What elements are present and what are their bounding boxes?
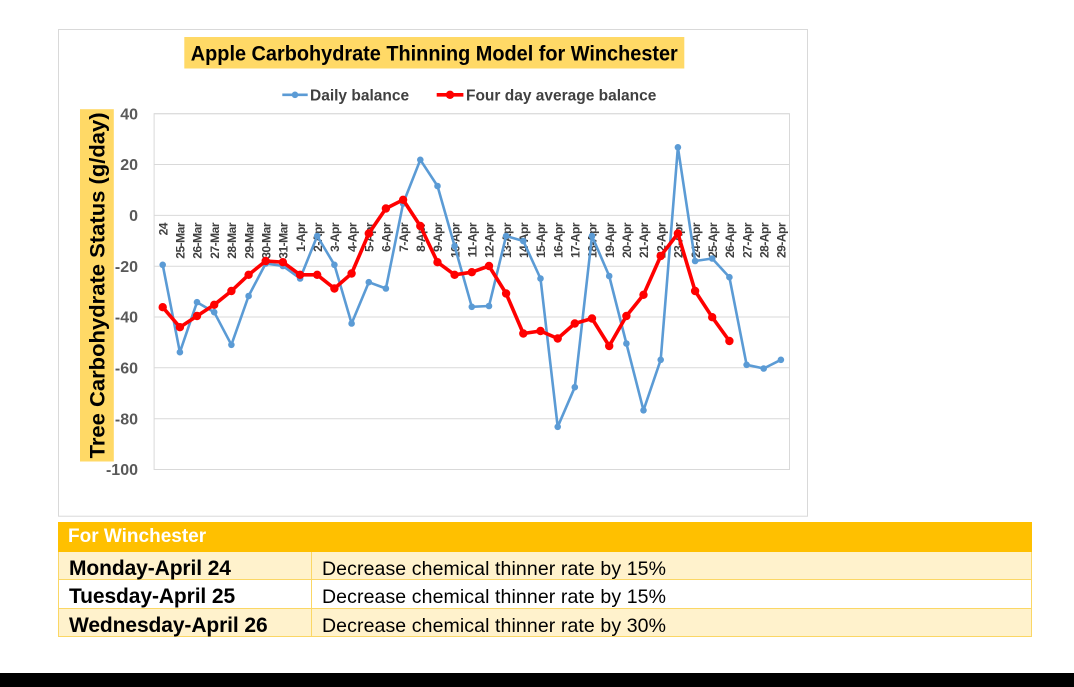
svg-text:Four day average balance: Four day average balance — [466, 87, 657, 104]
svg-text:11-Apr: 11-Apr — [466, 222, 480, 257]
svg-text:20: 20 — [120, 157, 138, 174]
svg-text:Apple Carbohydrate Thinning Mo: Apple Carbohydrate Thinning Model for Wi… — [191, 43, 678, 66]
svg-text:19-Apr: 19-Apr — [603, 222, 617, 258]
svg-text:-20: -20 — [115, 259, 138, 276]
svg-text:31-Mar: 31-Mar — [277, 222, 291, 259]
svg-text:16-Apr: 16-Apr — [551, 222, 565, 258]
svg-text:-40: -40 — [115, 310, 138, 327]
svg-text:29-Mar: 29-Mar — [242, 222, 256, 259]
svg-text:12-Apr: 12-Apr — [483, 222, 497, 258]
svg-text:17-Apr: 17-Apr — [569, 222, 583, 258]
svg-text:1-Apr: 1-Apr — [294, 222, 308, 252]
svg-text:24: 24 — [156, 222, 170, 235]
svg-text:28-Apr: 28-Apr — [757, 222, 771, 258]
svg-text:20-Apr: 20-Apr — [620, 222, 634, 258]
svg-text:25-Apr: 25-Apr — [706, 222, 720, 258]
svg-text:7-Apr: 7-Apr — [397, 222, 411, 252]
svg-text:25-Mar: 25-Mar — [174, 222, 188, 259]
svg-text:21-Apr: 21-Apr — [637, 222, 651, 258]
svg-text:Daily balance: Daily balance — [310, 87, 409, 104]
svg-text:28-Mar: 28-Mar — [225, 222, 239, 259]
svg-text:9-Apr: 9-Apr — [431, 222, 445, 252]
svg-text:3-Apr: 3-Apr — [328, 222, 342, 252]
svg-text:-80: -80 — [115, 411, 138, 428]
svg-text:8-Apr: 8-Apr — [414, 222, 428, 252]
svg-text:10-Apr: 10-Apr — [448, 222, 462, 258]
svg-text:26-Apr: 26-Apr — [723, 222, 737, 258]
svg-text:4-Apr: 4-Apr — [345, 222, 359, 252]
svg-text:26-Mar: 26-Mar — [191, 222, 205, 259]
svg-text:40: 40 — [120, 106, 138, 123]
svg-text:Tree Carbohydrate Status (g/da: Tree Carbohydrate Status (g/day) — [86, 112, 109, 458]
svg-text:15-Apr: 15-Apr — [534, 222, 548, 258]
svg-text:-60: -60 — [115, 361, 138, 378]
svg-text:27-Mar: 27-Mar — [208, 222, 222, 259]
svg-text:27-Apr: 27-Apr — [740, 222, 754, 258]
svg-text:30-Mar: 30-Mar — [259, 222, 273, 259]
svg-text:29-Apr: 29-Apr — [775, 222, 789, 258]
svg-text:0: 0 — [129, 208, 138, 225]
svg-text:6-Apr: 6-Apr — [380, 222, 394, 252]
svg-text:-100: -100 — [106, 462, 138, 479]
